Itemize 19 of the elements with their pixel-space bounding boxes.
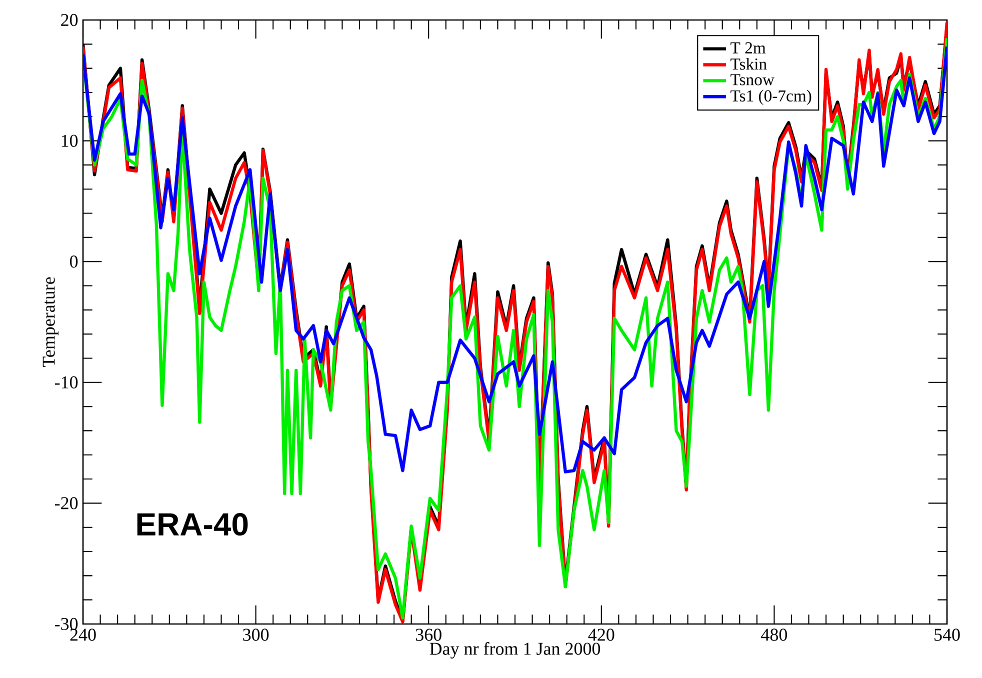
x-tick-label: 240 (70, 628, 96, 641)
x-tick-label: 480 (761, 628, 788, 641)
x-tick-label: 300 (243, 628, 269, 641)
y-tick-label: -30 (54, 618, 78, 630)
legend-label: Tskin (730, 58, 767, 70)
x-tick-label: 360 (416, 628, 442, 641)
x-tick-label: 420 (588, 628, 614, 641)
legend-label: T 2m (730, 42, 766, 54)
x-axis-title: Day nr from 1 Jan 2000 (430, 642, 600, 659)
y-tick-label: -10 (54, 376, 78, 388)
y-tick-label: 20 (61, 14, 78, 26)
x-tick-label: 540 (934, 628, 960, 641)
y-axis-title: Temperature (42, 277, 58, 367)
legend-label: Ts1 (0-7cm) (730, 90, 812, 105)
y-tick-label: 0 (70, 256, 78, 268)
legend-label: Tsnow (730, 74, 774, 86)
annotation: ERA-40 (137, 513, 248, 536)
y-tick-label: 10 (62, 134, 78, 147)
y-tick-label: -20 (54, 497, 78, 510)
